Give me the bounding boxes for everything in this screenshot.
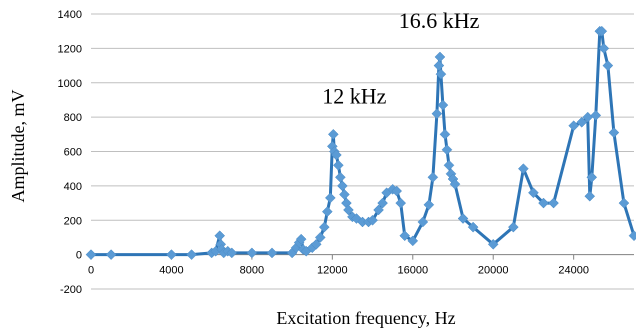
data-point: [166, 249, 177, 260]
data-point: [295, 233, 307, 245]
data-point: [584, 190, 596, 202]
data-point: [435, 68, 447, 80]
data-point: [434, 51, 446, 63]
y-tick-label: 200: [64, 215, 82, 227]
y-tick-label: 1400: [58, 9, 82, 21]
data-point: [399, 230, 411, 242]
data-point: [335, 171, 346, 183]
x-tick-label: 0: [88, 265, 94, 277]
data-point: [310, 238, 322, 250]
data-point: [266, 247, 278, 259]
data-point: [598, 43, 610, 54]
data-point: [186, 249, 197, 260]
x-axis-ticks: 0 4000 8000 12000 16000 20000 24000: [88, 254, 589, 277]
data-point: [590, 110, 602, 121]
data-point: [586, 171, 598, 183]
data-point: [437, 99, 449, 111]
data-point: [602, 60, 614, 71]
y-tick-label: 400: [64, 181, 82, 193]
annotations: 12 kHz 16.6 kHz: [322, 8, 479, 109]
data-point: [327, 128, 339, 140]
peak-annotation: 12 kHz: [322, 83, 386, 108]
x-tick-label: 12000: [317, 265, 348, 277]
data-point: [441, 144, 453, 156]
data-point: [439, 128, 451, 140]
data-point: [443, 159, 455, 171]
data-point: [538, 197, 549, 209]
data-point: [427, 171, 439, 183]
data-point: [608, 127, 620, 138]
data-point: [568, 120, 580, 132]
data-point: [85, 249, 97, 260]
x-tick-label: 8000: [240, 265, 264, 277]
data-point: [548, 197, 559, 209]
data-point: [407, 235, 419, 247]
x-tick-label: 4000: [159, 265, 183, 277]
y-axis-ticks: -200 0 200 400 600 800 1000 1200 1400: [58, 9, 82, 296]
data-point: [417, 216, 429, 228]
data-point: [528, 187, 539, 199]
data-point: [596, 25, 608, 37]
data-point: [433, 60, 445, 71]
x-tick-label: 16000: [397, 265, 428, 277]
series-layer: [85, 25, 636, 260]
peak-annotation: 16.6 kHz: [399, 8, 480, 33]
data-point: [628, 230, 636, 242]
data-point: [391, 185, 403, 197]
data-point: [324, 192, 336, 204]
data-point: [449, 178, 461, 190]
data-point: [457, 213, 469, 224]
y-tick-label: -200: [60, 284, 82, 296]
data-point: [343, 204, 354, 216]
data-point: [377, 197, 388, 209]
data-point: [318, 221, 330, 233]
gridlines: [91, 13, 634, 290]
data-point: [395, 197, 407, 209]
data-point: [105, 249, 117, 260]
y-axis-title: Amplitude, mV: [8, 90, 28, 203]
data-point: [337, 180, 348, 192]
y-tick-label: 800: [64, 112, 82, 124]
x-tick-label: 24000: [558, 265, 589, 277]
y-tick-label: 1000: [58, 78, 82, 90]
y-tick-label: 600: [64, 147, 82, 159]
data-point: [487, 238, 499, 250]
data-point: [518, 163, 529, 175]
data-point: [226, 247, 238, 259]
data-point: [467, 221, 479, 233]
data-point: [618, 197, 630, 209]
data-point: [507, 221, 519, 233]
data-point: [576, 116, 588, 128]
data-point: [367, 214, 378, 226]
data-point: [246, 247, 258, 259]
data-point: [373, 204, 384, 216]
x-tick-label: 20000: [478, 265, 509, 277]
y-tick-label: 1200: [58, 43, 82, 55]
x-axis-title: Excitation frequency, Hz: [276, 308, 455, 328]
data-point: [339, 189, 350, 200]
y-tick-label: 0: [76, 250, 82, 262]
data-point: [423, 199, 435, 211]
data-point: [214, 230, 226, 242]
data-point: [314, 232, 326, 243]
data-point: [431, 108, 443, 120]
data-point: [321, 206, 333, 218]
data-point: [331, 149, 342, 161]
data-point: [333, 159, 344, 171]
